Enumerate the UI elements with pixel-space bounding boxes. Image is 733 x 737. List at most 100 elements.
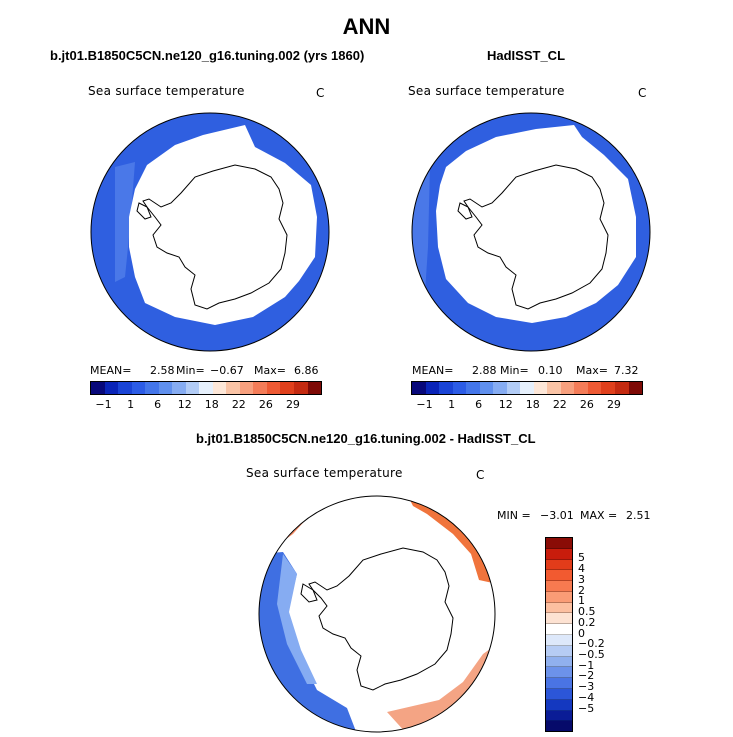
obs-mean-label: MEAN= — [412, 364, 454, 377]
model-colorbar — [90, 381, 322, 395]
obs-variable-label: Sea surface temperature — [408, 84, 565, 98]
colorbar-tick-label: 26 — [258, 398, 273, 411]
model-min-label: Min= — [176, 364, 205, 377]
model-colorbar-ticks: −1 1 6 12 18 22 26 29 — [90, 398, 322, 412]
colorbar-tick-label: −1 — [95, 398, 112, 411]
colorbar-swatch — [293, 382, 308, 394]
colorbar-swatch — [118, 382, 132, 394]
diff-colorbar — [545, 537, 573, 732]
model-min-value: −0.67 — [210, 364, 244, 377]
colorbar-swatch — [307, 382, 322, 394]
colorbar-swatch — [546, 613, 572, 625]
colorbar-tick-label: −1 — [416, 398, 433, 411]
ocean-light-patch — [115, 162, 135, 282]
colorbar-swatch — [158, 382, 173, 394]
colorbar-swatch — [466, 382, 480, 394]
colorbar-value-label: 2 — [578, 583, 585, 597]
colorbar-swatch — [560, 382, 575, 394]
colorbar-tick-label: 29 — [606, 398, 621, 411]
colorbar-tick-label: 6 — [154, 398, 162, 411]
colorbar-swatch — [628, 382, 643, 394]
colorbar-value-label: 4 — [578, 562, 585, 576]
colorbar-swatch — [493, 382, 507, 394]
colorbar-tick-label: 22 — [231, 398, 246, 411]
colorbar-swatch — [479, 382, 494, 394]
antarctica-coastline — [463, 164, 609, 310]
colorbar-tick-label: 6 — [475, 398, 483, 411]
colorbar-swatch — [587, 382, 602, 394]
colorbar-tick-label: 22 — [552, 398, 567, 411]
colorbar-swatch — [546, 721, 572, 732]
obs-min-value: 0.10 — [538, 364, 563, 377]
model-mean-label: MEAN= — [90, 364, 132, 377]
colorbar-swatch — [104, 382, 119, 394]
antarctica-coastline — [142, 164, 288, 310]
colorbar-swatch — [546, 678, 572, 689]
colorbar-value-label: 0.5 — [578, 605, 596, 619]
colorbar-tick-label: 18 — [204, 398, 219, 411]
map-boundary — [90, 112, 330, 352]
diff-cool-light — [277, 554, 317, 684]
colorbar-value-label: 0 — [578, 626, 585, 640]
obs-colorbar-ticks: −1 1 6 12 18 22 26 29 — [411, 398, 643, 412]
colorbar-swatch — [239, 382, 254, 394]
colorbar-value-label: 5 — [578, 551, 585, 565]
ocean-light-patch — [412, 165, 430, 307]
colorbar-value-label: −2 — [578, 669, 595, 683]
colorbar-swatch — [546, 570, 572, 582]
colorbar-tick-label: 26 — [579, 398, 594, 411]
model-max-label: Max= — [254, 364, 286, 377]
model-mean-value: 2.58 — [150, 364, 175, 377]
colorbar-swatch — [425, 382, 440, 394]
colorbar-swatch — [614, 382, 629, 394]
obs-units-label: C — [638, 86, 647, 100]
model-max-value: 6.86 — [294, 364, 319, 377]
diff-colorbar-labels: 5 4 3 2 1 0.5 0.2 0 −0.2 −0.5 −1 −2 −3 −4 −5 — [578, 537, 618, 730]
colorbar-swatch — [546, 699, 572, 711]
colorbar-tick-label: 1 — [127, 398, 135, 411]
colorbar-swatch — [212, 382, 227, 394]
colorbar-swatch — [91, 382, 105, 394]
colorbar-swatch — [452, 382, 467, 394]
diff-min-value: −3.01 — [540, 509, 574, 522]
colorbar-swatch — [546, 688, 572, 700]
colorbar-swatch — [546, 581, 572, 592]
diff-units-label: C — [476, 468, 485, 482]
colorbar-swatch — [546, 635, 572, 646]
colorbar-swatch — [546, 602, 572, 614]
colorbar-swatch — [131, 382, 146, 394]
colorbar-swatch — [546, 624, 572, 636]
diff-max-value: 2.51 — [626, 509, 651, 522]
diff-max-label: MAX = — [580, 509, 618, 522]
model-variable-label: Sea surface temperature — [88, 84, 245, 98]
antarctic-peninsula — [300, 583, 318, 603]
antarctic-peninsula — [136, 202, 152, 220]
colorbar-swatch — [253, 382, 267, 394]
colorbar-swatch — [280, 382, 294, 394]
obs-max-label: Max= — [576, 364, 608, 377]
colorbar-value-label: −1 — [578, 658, 595, 672]
model-units-label: C — [316, 86, 325, 100]
colorbar-swatch — [266, 382, 281, 394]
page-title: ANN — [342, 14, 391, 39]
colorbar-swatch — [412, 382, 426, 394]
colorbar-value-label: 3 — [578, 572, 585, 586]
colorbar-swatch — [533, 382, 548, 394]
model-map — [90, 112, 330, 352]
map-boundary — [411, 112, 651, 352]
diff-map — [258, 495, 496, 733]
antarctic-peninsula — [457, 202, 473, 220]
diff-min-label: MIN = — [497, 509, 531, 522]
colorbar-swatch — [546, 645, 572, 657]
colorbar-tick-label: 12 — [498, 398, 513, 411]
colorbar-swatch — [226, 382, 240, 394]
colorbar-value-label: −5 — [578, 701, 595, 715]
colorbar-swatch — [506, 382, 521, 394]
colorbar-swatch — [547, 382, 561, 394]
colorbar-swatch — [172, 382, 186, 394]
model-panel-title: b.jt01.B1850C5CN.ne120_g16.tuning.002 (y… — [50, 48, 365, 63]
obs-map — [411, 112, 651, 352]
colorbar-swatch — [546, 538, 572, 549]
colorbar-swatch — [546, 559, 572, 571]
colorbar-swatch — [520, 382, 534, 394]
